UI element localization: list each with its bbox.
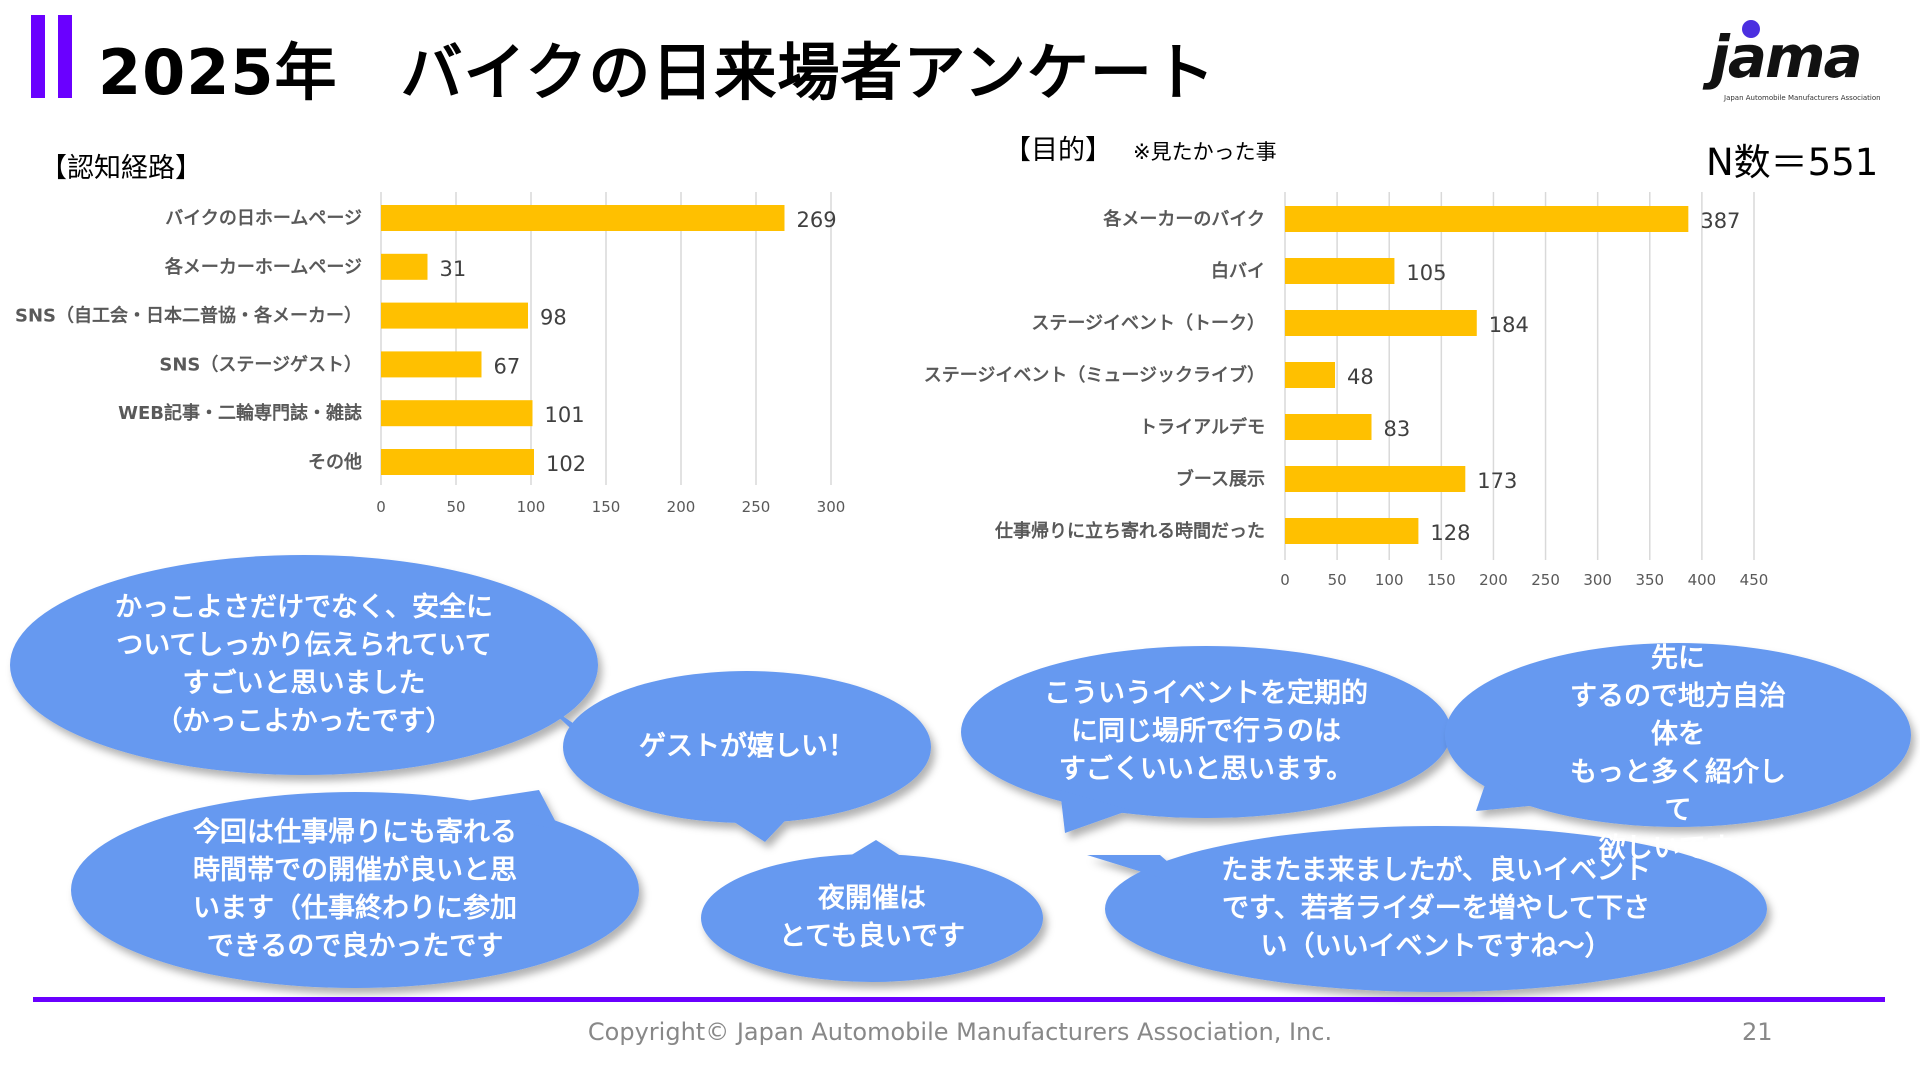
data-label: 31 <box>440 257 467 281</box>
x-tick-label: 400 <box>1688 571 1717 589</box>
bar <box>381 449 534 475</box>
x-tick-label: 0 <box>1280 571 1290 589</box>
bar <box>381 351 482 378</box>
logo-dot-icon <box>1742 20 1760 38</box>
speech-bubble <box>1087 826 1767 992</box>
chart1-title: 【認知経路】 <box>40 153 202 184</box>
comment-text: たまたま来ましたが、良いイベント です、若者ライダーを増やして下さ い（いいイベ… <box>1221 855 1651 962</box>
sample-size: N数＝551 <box>1706 141 1879 184</box>
category-label: SNS（自工会・日本二普協・各メーカー） <box>15 305 362 327</box>
data-label: 387 <box>1700 209 1740 233</box>
bubble-tail <box>1476 770 1540 811</box>
category-label: 各メーカーのバイク <box>1102 208 1265 230</box>
category-label: ステージイベント（ミュージックライブ） <box>924 364 1265 386</box>
data-label: 102 <box>546 452 586 476</box>
bubble-tail <box>1087 855 1200 890</box>
jama-logo: jama Japan Automobile Manufacturers Asso… <box>1700 14 1900 110</box>
bar <box>1285 414 1372 440</box>
logo-text: jama <box>1710 23 1863 91</box>
data-label: 83 <box>1384 417 1411 441</box>
comment-text: こういうイベントを定期的 に同じ場所で行うのは すごくいいと思います。 <box>1044 678 1368 785</box>
page-title: 2025年 バイクの日来場者アンケート <box>98 36 1216 109</box>
chart2-subtitle: ※見たかった事 <box>1133 140 1277 164</box>
title-accent-bar <box>58 15 72 98</box>
bubble-body <box>1445 643 1911 827</box>
x-tick-label: 100 <box>517 498 546 516</box>
category-label: 仕事帰りに立ち寄れる時間だった <box>994 520 1265 542</box>
category-label: バイクの日ホームページ <box>165 208 362 229</box>
bubble-body <box>10 555 598 775</box>
x-tick-label: 150 <box>592 498 621 516</box>
speech-bubble <box>563 671 931 842</box>
logo-subtext: Japan Automobile Manufacturers Associati… <box>1724 94 1881 102</box>
data-label: 105 <box>1406 261 1446 285</box>
data-label: 101 <box>545 403 585 427</box>
bar <box>381 302 528 329</box>
bar <box>381 253 428 280</box>
bar <box>1285 206 1689 232</box>
speech-bubble <box>1445 643 1911 827</box>
comment-text: かっこよさだけでなく、安全に ついてしっかり伝えられていて すごいと思いました … <box>115 592 493 737</box>
data-label: 98 <box>540 306 567 330</box>
x-tick-label: 0 <box>376 498 386 516</box>
bar <box>1285 466 1466 492</box>
x-tick-label: 50 <box>446 498 465 516</box>
charts-layer: 0 50 100 150 200 250 300 バイクの日ホームページ 269 各メーカーホーム… <box>15 192 1769 589</box>
x-tick-label: 350 <box>1635 571 1664 589</box>
bubble-tail <box>440 790 560 830</box>
x-tick-label: 200 <box>667 498 696 516</box>
data-label: 67 <box>494 354 521 378</box>
bubble-body <box>563 671 931 823</box>
title-accent-bar <box>31 15 45 98</box>
data-label: 128 <box>1430 521 1470 545</box>
x-tick-label: 300 <box>1583 571 1612 589</box>
category-label: トライアルデモ <box>1139 416 1265 438</box>
x-tick-label: 450 <box>1740 571 1769 589</box>
speech-bubble <box>961 646 1451 833</box>
chart2-title: 【目的】 <box>1004 135 1112 166</box>
bubble-body <box>71 792 639 988</box>
category-label: 白バイ <box>1211 260 1265 282</box>
bar <box>381 205 785 231</box>
data-label: 48 <box>1347 365 1374 389</box>
category-label: SNS（ステージゲスト） <box>159 353 362 375</box>
speech-bubble <box>701 840 1043 982</box>
category-label: WEB記事・二輪専門誌・雑誌 <box>118 402 362 424</box>
bubble-tail <box>700 800 800 842</box>
x-tick-label: 50 <box>1328 571 1347 589</box>
x-tick-label: 250 <box>742 498 771 516</box>
comment-text: 夜開催は とても良いです <box>778 883 966 952</box>
copyright: Copyright© Japan Automobile Manufacturer… <box>587 1018 1333 1046</box>
speech-bubble <box>71 790 639 988</box>
comment-text: ツーリングの目的先に するので地方自治体を もっと多く紹介して 欲しいです。 <box>1570 605 1786 864</box>
category-label: その他 <box>308 451 362 473</box>
data-label: 173 <box>1477 469 1517 493</box>
x-tick-label: 250 <box>1531 571 1560 589</box>
bar <box>1285 258 1395 284</box>
category-label: 各メーカーホームページ <box>164 256 362 278</box>
bar <box>1285 310 1477 336</box>
data-label: 269 <box>797 208 837 232</box>
data-label: 184 <box>1489 313 1529 337</box>
bar <box>1285 362 1336 388</box>
x-tick-label: 100 <box>1375 571 1404 589</box>
footer-divider <box>33 997 1885 1002</box>
category-label: ブース展示 <box>1176 468 1265 490</box>
category-label: ステージイベント（トーク） <box>1031 313 1265 334</box>
bar <box>1285 518 1419 544</box>
bubble-tail <box>1060 790 1130 833</box>
x-tick-label: 300 <box>817 498 846 516</box>
x-tick-label: 200 <box>1479 571 1508 589</box>
comment-text: 今回は仕事帰りにも寄れる 時間帯での開催が良いと思 います（仕事終わりに参加 で… <box>193 817 517 962</box>
bubble-body <box>961 646 1451 818</box>
bubble-body <box>1105 826 1767 992</box>
bubble-body <box>701 854 1043 982</box>
bar <box>381 400 533 427</box>
x-tick-label: 150 <box>1427 571 1456 589</box>
bubble-tail <box>840 840 910 862</box>
page-number: 21 <box>1742 1018 1773 1046</box>
comment-text: ゲストが嬉しい！ <box>639 731 855 762</box>
